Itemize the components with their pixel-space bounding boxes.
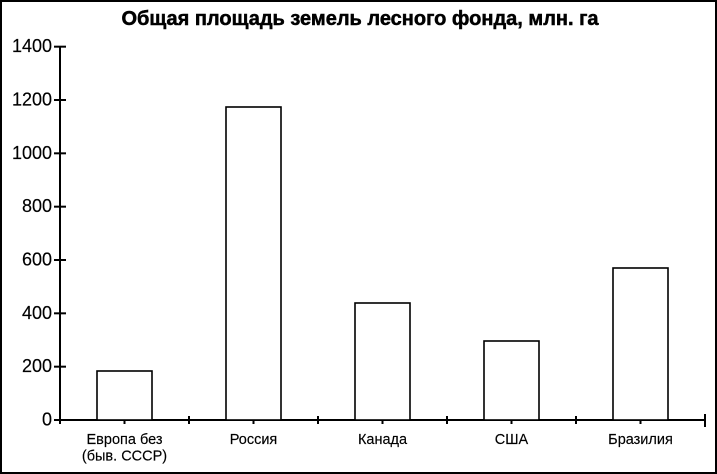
svg-text:800: 800 [22, 196, 52, 216]
svg-text:200: 200 [22, 356, 52, 376]
svg-text:1400: 1400 [12, 36, 52, 56]
svg-text:1200: 1200 [12, 90, 52, 110]
svg-text:600: 600 [22, 250, 52, 270]
svg-text:1000: 1000 [12, 143, 52, 163]
svg-text:Европа без: Европа без [87, 432, 163, 448]
svg-text:Россия: Россия [230, 432, 278, 448]
svg-text:Общая площадь земель лесного ф: Общая площадь земель лесного фонда, млн.… [121, 8, 599, 30]
svg-text:400: 400 [22, 303, 52, 323]
svg-text:США: США [495, 432, 529, 448]
svg-text:(быв. СССР): (быв. СССР) [82, 449, 167, 465]
svg-text:0: 0 [42, 410, 52, 430]
svg-text:Бразилия: Бразилия [608, 432, 673, 448]
svg-text:Канада: Канада [358, 432, 408, 448]
